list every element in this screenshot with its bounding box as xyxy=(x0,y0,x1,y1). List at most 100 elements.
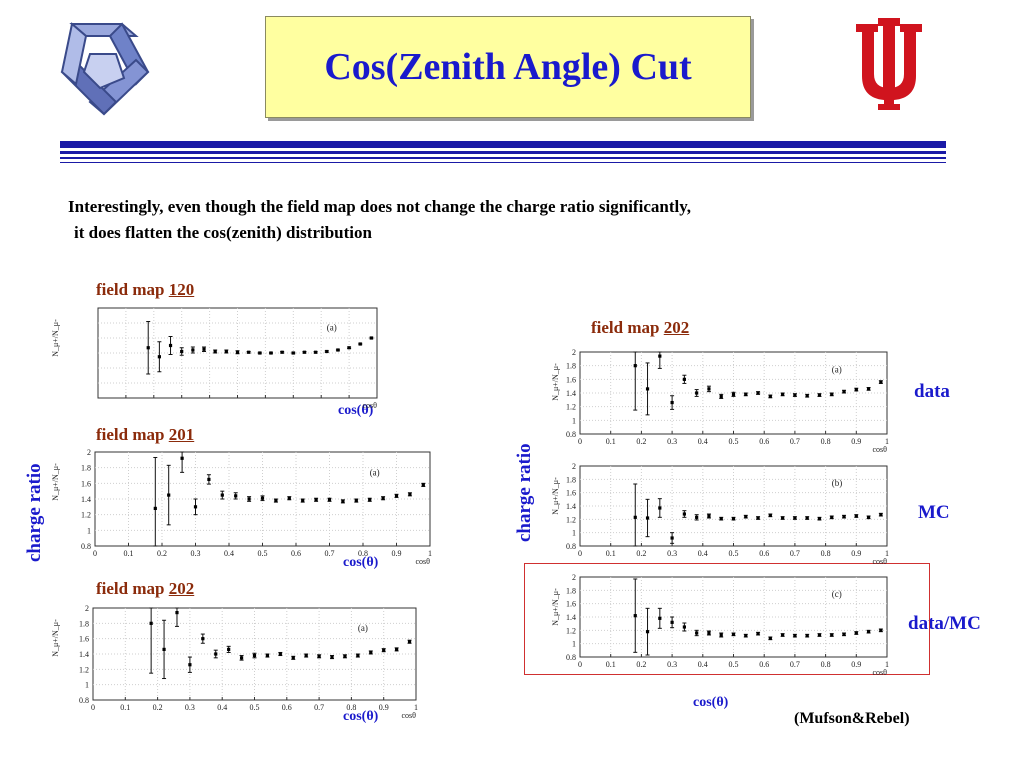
y-tick-label: 1 xyxy=(572,416,576,425)
data-point xyxy=(369,650,373,655)
x-tick-label: 0.7 xyxy=(314,703,324,712)
data-point xyxy=(695,631,699,635)
data-point xyxy=(258,351,262,355)
data-point xyxy=(719,517,723,521)
x-tick-label: 0.4 xyxy=(698,549,708,558)
data-point xyxy=(879,380,883,384)
cos-theta-label: cos(θ) xyxy=(343,709,379,724)
data-point xyxy=(354,498,358,503)
y-tick-label: 2 xyxy=(572,573,576,582)
mc-label: MC xyxy=(918,502,950,523)
x-tick-label: 0.3 xyxy=(667,437,677,446)
data-point xyxy=(220,493,224,497)
data-point xyxy=(157,355,161,359)
y-axis-title: N_μ+/N_μ- xyxy=(551,588,560,626)
data-point xyxy=(756,632,760,636)
x-tick-label: 1 xyxy=(414,703,418,712)
x-tick-label: 1 xyxy=(428,549,432,558)
divider-rule xyxy=(60,157,946,159)
x-tick-label: 0.1 xyxy=(606,660,616,669)
data-point xyxy=(781,392,785,396)
panel-label: (c) xyxy=(832,589,842,599)
x-tick-label: 0.4 xyxy=(698,660,708,669)
data-label: data xyxy=(914,381,950,402)
cos-theta-label: cos(θ) xyxy=(338,403,374,418)
x-tick-label: 0.9 xyxy=(851,437,861,446)
data-point xyxy=(866,515,871,519)
data-point xyxy=(314,350,318,354)
data-point xyxy=(191,348,195,352)
data-point xyxy=(368,498,372,502)
x-tick-label: 0 xyxy=(91,703,95,712)
x-axis-title: cosθ xyxy=(363,401,378,410)
data-point xyxy=(280,350,284,354)
data-point xyxy=(235,350,240,354)
data-point xyxy=(731,392,736,396)
data-point xyxy=(879,513,883,517)
x-tick-label: 0.8 xyxy=(821,660,831,669)
x-tick-label: 0.9 xyxy=(851,549,861,558)
plot-field-map-202-ratio: 0.8 1 1.2 1.4 1.6 1.8 2 0 0.1 0.2 0.3 0.4 0.5 0.6 0.7 0… xyxy=(551,573,889,675)
x-axis-title: cosθ xyxy=(402,711,417,718)
x-tick-label: 0.9 xyxy=(851,660,861,669)
data-point xyxy=(695,515,699,519)
data-point xyxy=(719,633,723,637)
y-tick-label: 2 xyxy=(572,348,576,357)
field-map-label-201: field map 201 xyxy=(96,425,195,444)
y-tick-label: 1.8 xyxy=(79,619,89,628)
credit-text: (Mufson&Rebel) xyxy=(794,710,910,727)
x-tick-label: 0.8 xyxy=(346,703,356,712)
data-point xyxy=(707,387,711,391)
data-point xyxy=(731,517,736,521)
iu-logo xyxy=(856,18,922,110)
data-point xyxy=(274,498,278,503)
panel-label: (a) xyxy=(358,623,368,633)
data-point xyxy=(325,349,329,354)
field-map-label-202-right: field map 202 xyxy=(591,318,690,337)
data-point xyxy=(224,349,228,354)
data-point xyxy=(188,663,192,667)
plot-field-map-120: N_μ+/N_μ-cosθ (a) xyxy=(51,307,378,410)
data-point xyxy=(291,351,295,355)
data-point xyxy=(356,653,360,658)
data-point xyxy=(343,654,347,658)
x-tick-label: 0.2 xyxy=(636,660,646,669)
data-point xyxy=(670,620,674,624)
data-point xyxy=(358,342,362,346)
data-point xyxy=(879,628,883,632)
highlight-box xyxy=(524,563,930,675)
data-point xyxy=(330,655,334,659)
data-point xyxy=(301,498,305,503)
data-point xyxy=(291,656,295,660)
x-tick-label: 0 xyxy=(93,549,97,558)
x-tick-label: 0.5 xyxy=(729,549,739,558)
data-point xyxy=(719,394,723,399)
data-point xyxy=(670,400,674,405)
data-point xyxy=(781,516,785,520)
x-tick-label: 0 xyxy=(578,437,582,446)
y-tick-label: 0.8 xyxy=(81,542,91,551)
data-point xyxy=(369,336,374,340)
divider-rule xyxy=(60,151,946,154)
x-tick-label: 0.5 xyxy=(250,703,260,712)
data-point xyxy=(756,391,760,395)
y-tick-label: 0.8 xyxy=(566,542,576,551)
data-point xyxy=(793,393,797,397)
data-point xyxy=(830,633,834,637)
data-point xyxy=(781,633,785,637)
data-point xyxy=(395,647,399,651)
y-tick-label: 2 xyxy=(572,462,576,471)
y-tick-label: 1.8 xyxy=(566,586,576,595)
charge-ratio-label-left: charge ratio xyxy=(24,463,45,562)
data-point xyxy=(302,350,307,354)
data-point xyxy=(347,346,351,350)
x-tick-label: 0.5 xyxy=(729,660,739,669)
data-point xyxy=(793,634,797,638)
data-point xyxy=(239,656,244,660)
data-point xyxy=(842,632,846,636)
y-tick-label: 1 xyxy=(572,529,576,538)
data-point xyxy=(633,364,637,368)
data-point xyxy=(768,394,772,399)
x-tick-label: 0.5 xyxy=(258,549,268,558)
x-tick-label: 0.2 xyxy=(153,703,163,712)
